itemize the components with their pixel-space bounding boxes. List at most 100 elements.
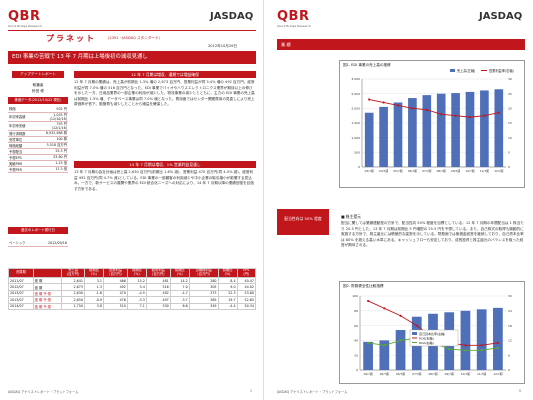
fin-header-cell: EPS (円): [236, 268, 257, 278]
fin-cell: 2013/07: [8, 296, 34, 304]
fin-cell: 530: [145, 302, 171, 310]
divider: [8, 30, 256, 31]
fin-cell: 3.1: [83, 276, 105, 285]
chart1-line-point: [396, 104, 400, 107]
fin-cell: 2014/07: [8, 302, 34, 310]
chart1-y-tick: 2,000: [351, 107, 360, 111]
chart2-y-tick: 100: [352, 294, 358, 298]
chart2-bar: [493, 307, 503, 370]
chart1-caption: 図1. EDI 事業の売上高の推移: [343, 63, 391, 67]
fin-rows: 決算期 売上高 (百万円) 前期比 (%) 営業利益 (百万円) 前期比 (%) 経常利益…: [8, 268, 257, 310]
stock-label: 年初来高値: [8, 112, 34, 122]
chart2-svg: 0 0 20 6 40 12 60 18 80 24 100 30 04/7期 05/7期 06/7期 07/…: [352, 294, 512, 376]
chart2-x-tick: 11/7期: [477, 372, 486, 376]
fin-cell: 349: [188, 302, 219, 310]
chart2-x-tick: 12/7期: [493, 372, 502, 376]
chart1-line-point: [468, 116, 472, 119]
chart1-y2-tick: 5: [508, 151, 510, 155]
history-table: ベーシック 2012/05/16: [8, 240, 68, 247]
chart2-line-point: [399, 314, 402, 317]
chart2-y2-tick: 24: [508, 309, 512, 313]
stock-value: 1.25 倍: [34, 160, 68, 167]
chart1-x-tick: 07/7期: [422, 169, 431, 173]
stock-row: 予想PER 17.3 倍: [8, 166, 68, 173]
chart2-legend-label: 自己資本比率(左軸): [419, 331, 445, 336]
fin-cell: 14.2: [169, 276, 190, 285]
section2-title: 14 年 7 月期は増収、1% 営業利益見通し: [74, 161, 256, 168]
chart1-y2-tick: 10: [508, 136, 512, 140]
chart1-y-tick: 1,000: [351, 136, 360, 140]
chart2-bar: [379, 340, 390, 370]
stock-row: 予想EPS 53.80 円: [8, 154, 68, 161]
company-code: (2391・JASDAQ スタンダード): [108, 36, 160, 40]
chart1-bar: [379, 106, 388, 167]
chart2-x-tick: 06/7期: [396, 372, 405, 376]
chart1-svg: 売上高(左軸) 営業利益率(右軸) 0 0 500 5 1,000 10 1,500 15 2,00…: [351, 69, 514, 173]
chart2-line-point: [496, 346, 499, 349]
qbr-logo: QBR Quick Bridge Research: [277, 9, 311, 28]
chart2-caption: 図2. 財務健全性比較指標: [343, 284, 384, 288]
fin-header-cell: 前期比 (%): [169, 268, 190, 278]
chart2-line-point: [464, 344, 467, 347]
fin-row: 2011/07 連 期 2,641 3.1 466 15.2 481 14.2 280 8.4 40…: [8, 276, 257, 285]
chart2-y2-tick: 12: [508, 339, 512, 343]
stock-row: 予想配当 25.5 円: [8, 148, 68, 155]
jasdaq-logo: JASDAQ: [479, 11, 523, 22]
report-page-5: QBR Quick Bridge Research JASDAQ 業 績 図1. …: [269, 0, 533, 400]
section-title: 業 績: [277, 39, 525, 50]
chart2-line-point: [480, 344, 483, 347]
chart2-x-tick: 08/7期: [428, 372, 437, 376]
fin-cell: 2,750: [61, 302, 85, 310]
chart2-line-point: [415, 324, 418, 327]
section2-text: 13 年 7 月期の会社計画は売上高 2,630 百万円(前期比 1.6% 減)…: [74, 170, 254, 191]
fin-cell: 2012/07: [8, 283, 34, 291]
chart1-y-tick: 2,500: [351, 92, 360, 96]
chart1-x-tick: 08/7期: [437, 169, 446, 173]
fin-cell: 53.80: [236, 289, 257, 298]
fin-cell: 2013/07: [8, 289, 34, 298]
fin-cell: -1.6: [83, 289, 105, 298]
fin-cell: 連 期 予 想: [32, 302, 63, 310]
history-header: 過去のレポート発行日: [8, 227, 68, 234]
chart2-bar: [460, 310, 471, 370]
chart1-bar: [465, 91, 475, 167]
fin-header-cell: 営業利益 (百万円): [103, 268, 128, 278]
fin-cell: 3.8: [83, 302, 105, 310]
stock-label: 予想EPS: [8, 154, 34, 161]
stock-row: 株価 932 円: [8, 106, 68, 113]
stock-value: 53.80 円: [34, 154, 68, 161]
fin-cell: -4.4: [217, 302, 238, 310]
analyst-org: 執筆者: [32, 83, 44, 87]
stock-value: 100 株: [34, 136, 68, 143]
chart2-x-tick: 10/7期: [461, 372, 470, 376]
qbr-logo: QBR Quick Bridge Research: [8, 9, 42, 28]
chart1-line-point: [440, 113, 443, 116]
report-page-1: QBR Quick Bridge Research JASDAQ プラネット (2…: [0, 0, 264, 400]
chart1-bar: [494, 89, 504, 167]
chart2-box: 図2. 財務健全性比較指標 0 0 20 6 40 12 60 18 80 24 100 30 04/7…: [339, 281, 525, 384]
chart1-line-point: [425, 108, 428, 111]
fin-cell: 1.3: [83, 283, 105, 291]
chart2-legend-label: ROA(右軸): [419, 340, 434, 345]
chart1-y2-tick: 0: [508, 165, 510, 169]
stock-value: 1,035 円 (12/10/18): [34, 112, 68, 122]
analyst-block: 執筆者 鈴田 修: [12, 82, 64, 94]
chart2-line-point: [383, 307, 386, 310]
chart1-x-tick: 10/7期: [465, 169, 474, 173]
chart2-y-tick: 60: [354, 324, 358, 328]
history-row: ベーシック 2012/05/16: [8, 240, 68, 247]
stock-label: 時価総額: [8, 142, 34, 149]
chart1-box: 図1. EDI 事業の売上高の推移 売上高(左軸) 営業利益率(右軸) 0 0 500 5…: [339, 60, 525, 188]
fin-header-cell: 前期比 (%): [126, 268, 147, 278]
chart1-bar: [422, 95, 432, 167]
fin-row: 2014/07 連 期 予 想 2,750 3.8 510 7.1 530 6.6 349 -4.…: [8, 302, 257, 310]
fin-cell: -4.7: [169, 289, 190, 298]
chart2-y-tick: 80: [354, 309, 358, 313]
chart2-y2-tick: 30: [508, 294, 512, 298]
jasdaq-logo: JASDAQ: [210, 11, 254, 22]
stock-value: 5,518 百万円: [34, 142, 68, 149]
chart1-legend-label: 営業利益率(右軸): [489, 69, 514, 73]
chart1-x-tick: 11/7期: [480, 169, 489, 173]
stock-value: 25.5 円: [34, 148, 68, 155]
chart1-line-point: [454, 114, 457, 117]
